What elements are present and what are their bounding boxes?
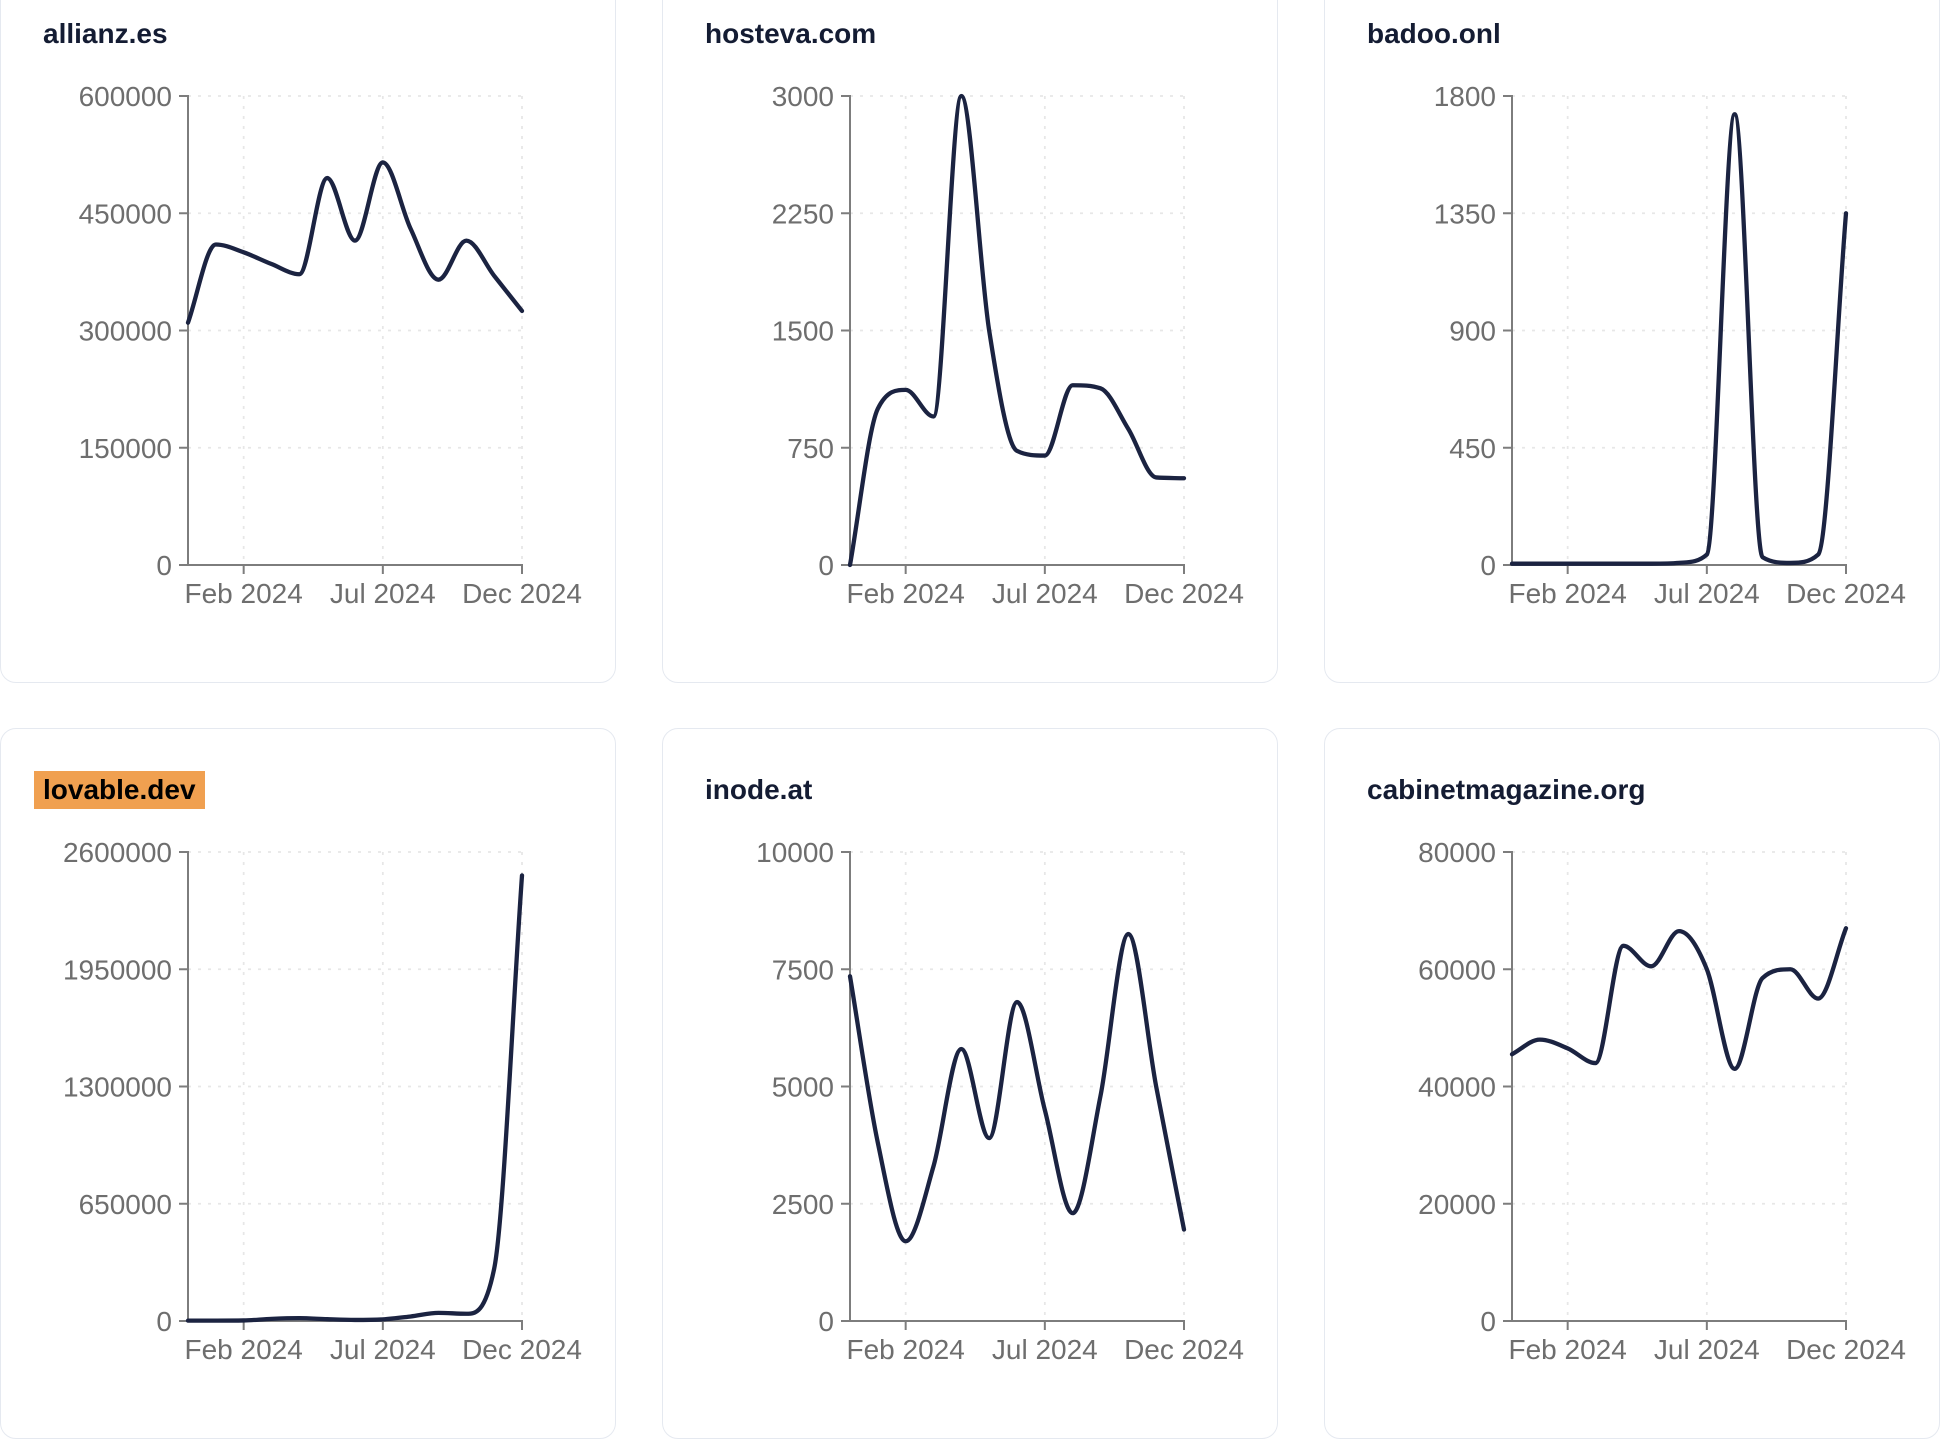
chart-axes [841,95,1185,574]
y-axis-tick-label: 7500 [772,954,834,985]
domain-chart-card-badoo-onl[interactable]: badoo.onl 0 450 900 1350 1800 Feb 2024 Jul 202… [1324,0,1940,683]
y-axis-tick-label: 450 [1449,433,1496,464]
x-axis-tick-label: Jul 2024 [1654,1334,1760,1365]
y-axis-tick-label: 2600000 [63,837,172,868]
domain-chart-card-allianz-es[interactable]: allianz.es 0 150000 300000 450000 600000 Feb … [0,0,616,683]
chart-line-series [1509,926,1849,1072]
domain-chart-card-lovable-dev[interactable]: lovable.dev 0 650000 1300000 1950000 2600000… [0,728,616,1439]
x-axis-tick-label: Dec 2024 [1124,1334,1244,1365]
x-axis-tick-label: Feb 2024 [847,578,965,609]
x-axis-tick-label: Jul 2024 [330,578,436,609]
x-axis-tick-label: Feb 2024 [1509,1334,1627,1365]
chart-line-series [847,931,1187,1244]
x-axis-tick-label: Jul 2024 [1654,578,1760,609]
chart-axes [1503,95,1847,574]
x-axis-tick-label: Dec 2024 [462,578,582,609]
y-axis-tick-label: 20000 [1418,1189,1496,1220]
traffic-line-chart: 0 20000 40000 60000 80000 Feb 2024 Jul 2024 Dec… [1418,837,1906,1365]
x-axis-tick-label: Feb 2024 [1509,578,1627,609]
chart-gridlines [850,851,1185,1321]
y-axis-tick-label: 1350 [1434,198,1496,229]
y-axis-tick-label: 5000 [772,1072,834,1103]
chart-gridlines [188,95,523,565]
y-axis-tick-label: 0 [818,550,834,581]
chart-line-series [185,160,525,325]
traffic-line-chart: 0 450 900 1350 1800 Feb 2024 Jul 2024 Dec 2024 [1434,81,1906,609]
domain-chart-card-inode-at[interactable]: inode.at 0 2500 5000 7500 10000 Feb 2024 Jul 2… [662,728,1278,1439]
x-axis-tick-label: Dec 2024 [1786,1334,1906,1365]
chart-tick-labels: 0 450 900 1350 1800 Feb 2024 Jul 2024 Dec 2024 [1434,81,1906,609]
chart-gridlines [850,95,1185,565]
domain-chart-card-hosteva-com[interactable]: hosteva.com 0 750 1500 2250 3000 Feb 2024 Jul … [662,0,1278,683]
x-axis-tick-label: Feb 2024 [847,1334,965,1365]
chart-tick-labels: 0 2500 5000 7500 10000 Feb 2024 Jul 2024 Dec 20… [756,837,1244,1365]
chart-title: cabinetmagazine.org [1367,774,1646,805]
y-axis-tick-label: 0 [1480,1306,1496,1337]
y-axis-tick-label: 1950000 [63,954,172,985]
x-axis-tick-label: Jul 2024 [992,1334,1098,1365]
chart-gridlines [1512,851,1847,1321]
chart-title: hosteva.com [705,18,877,49]
domain-chart-card-cabinetmagazine-org[interactable]: cabinetmagazine.org 0 20000 40000 60000 8000… [1324,728,1940,1439]
y-axis-tick-label: 0 [156,1306,172,1337]
y-axis-tick-label: 40000 [1418,1072,1496,1103]
x-axis-tick-label: Dec 2024 [1786,578,1906,609]
chart-line-series [185,873,525,1323]
chart-axes [841,851,1185,1330]
y-axis-tick-label: 900 [1449,316,1496,347]
chart-line-series [847,93,1187,568]
y-axis-tick-label: 600000 [79,81,172,112]
chart-gridlines [188,851,523,1321]
y-axis-tick-label: 0 [1480,550,1496,581]
y-axis-tick-label: 300000 [79,316,172,347]
chart-axes [179,851,523,1330]
x-axis-tick-label: Feb 2024 [185,1334,303,1365]
y-axis-tick-label: 80000 [1418,837,1496,868]
chart-tick-labels: 0 650000 1300000 1950000 2600000 Feb 2024 Jul … [63,837,582,1365]
chart-title: inode.at [705,774,813,805]
y-axis-tick-label: 150000 [79,433,172,464]
traffic-line-chart: 0 150000 300000 450000 600000 Feb 2024 Jul 202… [79,81,582,609]
x-axis-tick-label: Jul 2024 [992,578,1098,609]
y-axis-tick-label: 0 [156,550,172,581]
y-axis-tick-label: 1300000 [63,1072,172,1103]
chart-title: badoo.onl [1367,18,1501,49]
y-axis-tick-label: 0 [818,1306,834,1337]
y-axis-tick-label: 3000 [772,81,834,112]
y-axis-tick-label: 650000 [79,1189,172,1220]
y-axis-tick-label: 2500 [772,1189,834,1220]
x-axis-tick-label: Jul 2024 [330,1334,436,1365]
y-axis-tick-label: 1800 [1434,81,1496,112]
traffic-line-chart: 0 650000 1300000 1950000 2600000 Feb 2024 Jul … [63,837,582,1365]
traffic-line-chart: 0 2500 5000 7500 10000 Feb 2024 Jul 2024 Dec 20… [756,837,1244,1365]
chart-line-series [1509,112,1849,566]
chart-tick-labels: 0 150000 300000 450000 600000 Feb 2024 Jul 202… [79,81,582,609]
y-axis-tick-label: 450000 [79,198,172,229]
y-axis-tick-label: 60000 [1418,954,1496,985]
y-axis-tick-label: 2250 [772,198,834,229]
chart-title: lovable.dev [34,771,205,809]
chart-tick-labels: 0 20000 40000 60000 80000 Feb 2024 Jul 2024 Dec… [1418,837,1906,1365]
y-axis-tick-label: 1500 [772,316,834,347]
chart-gridlines [1512,95,1847,565]
chart-title: allianz.es [43,18,168,49]
x-axis-tick-label: Dec 2024 [1124,578,1244,609]
y-axis-tick-label: 10000 [756,837,834,868]
y-axis-tick-label: 750 [787,433,834,464]
chart-axes [179,95,523,574]
chart-tick-labels: 0 750 1500 2250 3000 Feb 2024 Jul 2024 Dec 2024 [772,81,1244,609]
x-axis-tick-label: Dec 2024 [462,1334,582,1365]
traffic-line-chart: 0 750 1500 2250 3000 Feb 2024 Jul 2024 Dec 2024 [772,81,1244,609]
chart-axes [1503,851,1847,1330]
x-axis-tick-label: Feb 2024 [185,578,303,609]
